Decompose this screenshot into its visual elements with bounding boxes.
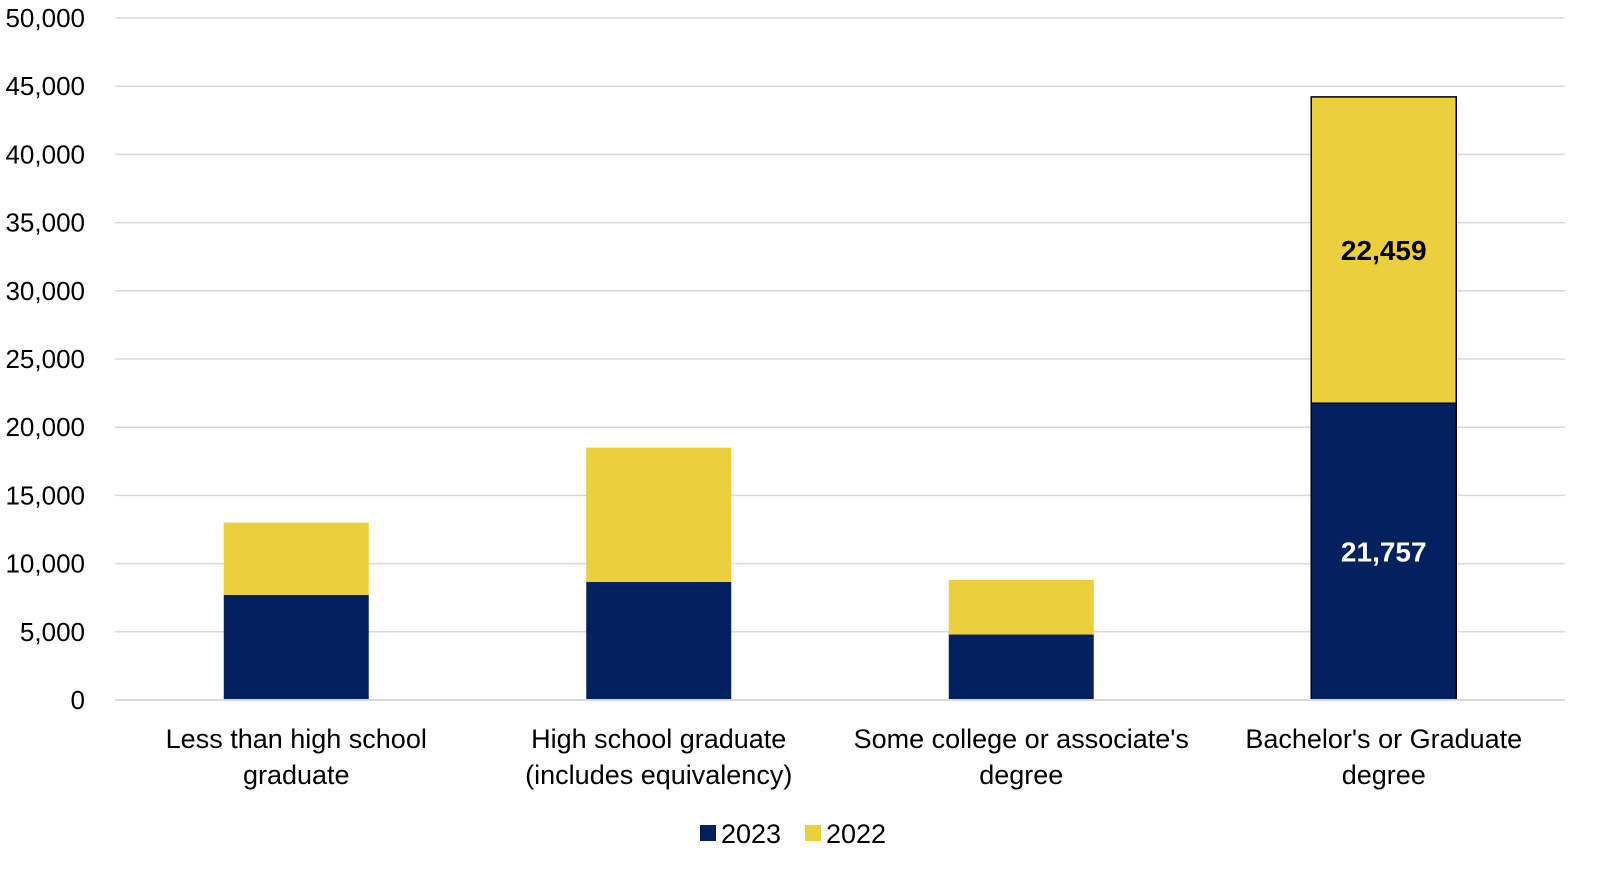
bar-2022-0 (223, 522, 369, 595)
y-tick-label: 30,000 (5, 276, 85, 306)
legend-swatch-2022 (805, 825, 821, 841)
y-tick-label: 0 (71, 685, 85, 715)
category-label: graduate (243, 760, 350, 790)
y-tick-label: 25,000 (5, 344, 85, 374)
y-tick-label: 15,000 (5, 480, 85, 510)
category-label: degree (979, 760, 1063, 790)
legend: 2023 2022 (700, 819, 886, 849)
data-label-2023: 21,757 (1341, 537, 1427, 568)
y-tick-label: 10,000 (5, 549, 85, 579)
bar-2023-0 (223, 594, 369, 700)
bar-2022-3 (1310, 96, 1457, 404)
y-tick-label: 45,000 (5, 71, 85, 101)
legend-swatch-2023 (700, 825, 716, 841)
bar-2022-2 (948, 579, 1094, 635)
category-label: Some college or associate's (854, 724, 1189, 754)
bar-2023-2 (948, 634, 1094, 700)
y-tick-label: 40,000 (5, 139, 85, 169)
legend-label: 2022 (826, 819, 886, 849)
bar-2022-1 (586, 447, 732, 583)
category-label: Less than high school (166, 724, 427, 754)
y-tick-label: 35,000 (5, 208, 85, 238)
y-tick-label: 5,000 (20, 617, 85, 647)
category-label: Bachelor's or Graduate (1245, 724, 1522, 754)
category-label: (includes equivalency) (525, 760, 792, 790)
y-axis-tick-labels: 0 5,000 10,000 15,000 20,000 25,000 30,000 35,0… (5, 3, 85, 715)
y-tick-label: 20,000 (5, 412, 85, 442)
y-tick-label: 50,000 (5, 3, 85, 33)
data-label-2022: 22,459 (1341, 235, 1427, 266)
bar-2023-1 (586, 582, 732, 700)
bars (223, 96, 1457, 701)
x-axis-category-labels: Less than high school graduate High school… (166, 724, 1523, 790)
data-labels: 21,757 22,459 (1341, 235, 1427, 568)
category-label: degree (1342, 760, 1426, 790)
legend-label: 2023 (721, 819, 781, 849)
category-label: High school graduate (531, 724, 786, 754)
